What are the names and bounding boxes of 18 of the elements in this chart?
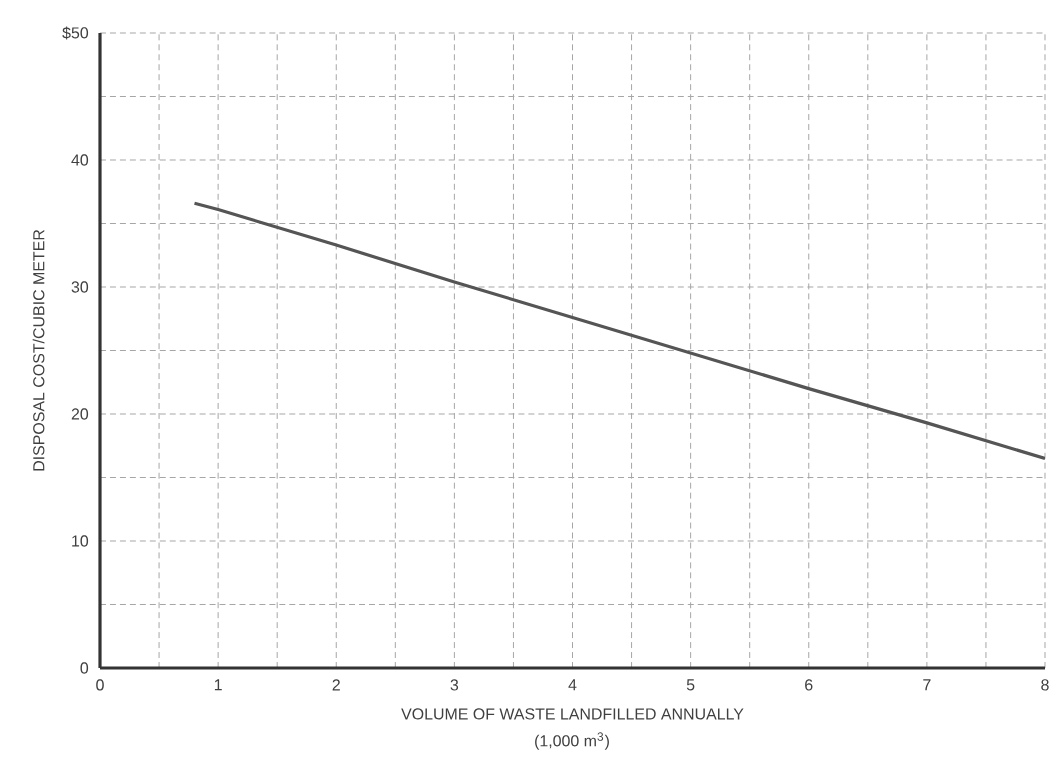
y-axis-title: DISPOSAL COST/CUBIC METER xyxy=(32,229,45,471)
y-tick-label: $50 xyxy=(62,26,89,40)
y-tick-label: 20 xyxy=(71,408,89,420)
x-axis-title: VOLUME OF WASTE LANDFILLED ANNUALLY xyxy=(401,708,744,720)
x-tick-label: 0 xyxy=(96,679,104,691)
x-tick-label: 2 xyxy=(332,679,340,691)
y-tick-label: 10 xyxy=(72,535,89,547)
text: (1,000 m$^{3}$) xyxy=(535,732,609,750)
y-tick-label: 30 xyxy=(71,281,89,293)
x-tick-label: 1 xyxy=(214,679,222,691)
x-tick-label: 8 xyxy=(1041,679,1049,691)
x-tick-label: 5 xyxy=(686,679,695,691)
x-tick-label: 7 xyxy=(923,679,931,691)
x-tick-label: 3 xyxy=(450,679,459,691)
x-tick-label: 6 xyxy=(805,679,813,691)
y-tick-label: 40 xyxy=(71,154,89,166)
x-tick-label: 4 xyxy=(568,679,577,691)
y-tick-label: 0 xyxy=(80,662,89,674)
